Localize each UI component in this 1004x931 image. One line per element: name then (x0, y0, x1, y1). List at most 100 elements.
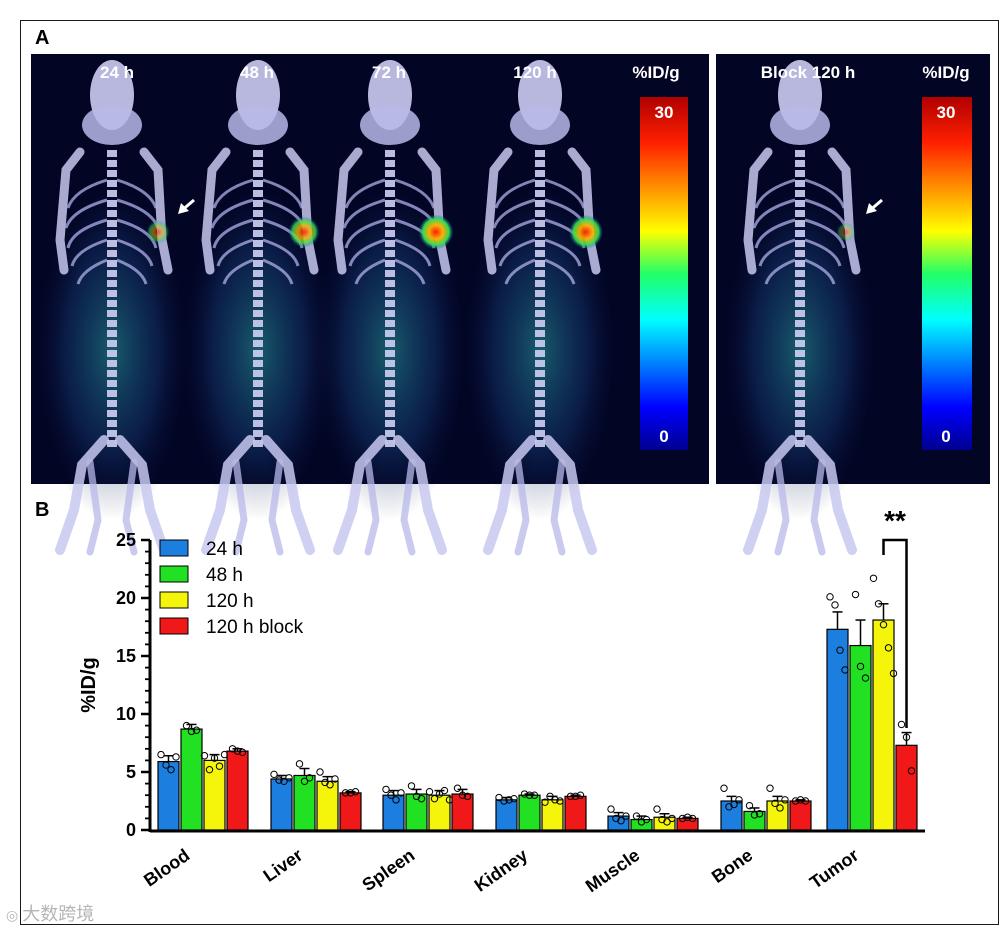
data-point (755, 810, 764, 818)
x-tick-label: Bone (708, 845, 756, 887)
legend-label: 48 h (206, 565, 243, 586)
data-point (735, 796, 743, 804)
bar (495, 799, 518, 831)
data-point (541, 798, 549, 806)
data-point (167, 765, 175, 774)
data-point (688, 814, 697, 823)
data-point (172, 753, 180, 761)
colorbar-block-title: %ID/g (922, 63, 969, 82)
data-point (440, 786, 449, 795)
legend-label: 120 h block (206, 617, 304, 638)
data-point (556, 797, 564, 805)
data-point (510, 794, 518, 803)
data-point (417, 794, 426, 803)
data-point (210, 754, 219, 762)
colorbar-block-min: 0 (941, 427, 950, 446)
bar (872, 619, 895, 831)
scan-label: 120 h (513, 63, 556, 82)
bar (518, 794, 541, 831)
data-point (766, 784, 774, 792)
data-point (801, 797, 810, 805)
colorbar-main-max: 30 (655, 103, 674, 122)
data-point (346, 789, 355, 797)
legend-swatch (159, 539, 189, 557)
data-point (617, 817, 625, 825)
data-point (270, 770, 278, 779)
scan-label: Block 120 h (761, 63, 856, 82)
data-point (192, 726, 201, 734)
data-point (796, 796, 805, 804)
data-point (157, 750, 165, 759)
data-point (463, 792, 472, 801)
data-point (305, 774, 314, 782)
data-point (495, 793, 503, 802)
data-point (668, 814, 676, 823)
data-point (300, 777, 309, 785)
data-point (879, 620, 888, 629)
data-point (907, 767, 916, 775)
x-tick-label: Blood (140, 845, 193, 891)
data-point (836, 646, 844, 654)
bar (270, 778, 293, 831)
y-tick-label: 0 (126, 820, 136, 840)
bar (293, 774, 316, 831)
data-point (730, 800, 738, 809)
data-point (182, 721, 191, 730)
mouse-scan-3: 72 h (312, 60, 468, 552)
bar (226, 750, 249, 831)
bar (203, 759, 226, 831)
bar (339, 792, 362, 831)
significance-bracket (882, 538, 908, 728)
data-point (326, 781, 334, 789)
colorbar-block-max: 30 (937, 103, 956, 122)
data-point (453, 784, 462, 792)
scan-label: 24 h (100, 63, 134, 82)
bar (180, 728, 203, 831)
x-tick-label: Tumor (806, 845, 862, 893)
y-axis-label: %ID/g (78, 657, 100, 713)
tumor-hotspot (418, 214, 454, 250)
scan-label: 48 h (240, 63, 274, 82)
bar (382, 794, 405, 831)
data-point (884, 644, 893, 652)
data-point (285, 774, 293, 782)
y-tick-label: 10 (116, 704, 136, 724)
tumor-hotspot (836, 222, 856, 242)
data-point (530, 791, 539, 799)
legend-label: 120 h (206, 591, 254, 612)
colorbar-main (640, 97, 688, 450)
data-point (856, 662, 865, 671)
data-point (571, 792, 580, 801)
watermark: ◎ 大数跨境 (6, 900, 94, 926)
mouse-scans: 24 h 48 h 72 h 120 h Block 120 h (34, 60, 882, 552)
data-point (295, 760, 304, 768)
data-point (341, 789, 350, 797)
data-point (663, 818, 671, 826)
data-point (425, 788, 434, 796)
data-point (791, 797, 800, 805)
data-point (851, 590, 860, 599)
data-point (861, 674, 870, 682)
data-point (632, 812, 641, 820)
data-point (430, 794, 439, 803)
y-tick-label: 20 (116, 588, 136, 608)
bar (743, 810, 766, 831)
data-point (576, 791, 585, 799)
data-point (435, 790, 444, 798)
arrow-head-icon (178, 203, 189, 214)
y-tick-label: 5 (126, 762, 136, 782)
data-point (781, 796, 789, 804)
panel-a-letter: A (35, 27, 50, 49)
data-point (280, 777, 288, 785)
bar (895, 744, 918, 831)
tumor-hotspot (146, 220, 170, 244)
data-point (869, 574, 878, 582)
data-point (387, 791, 395, 799)
data-point (500, 797, 508, 805)
data-point (546, 792, 554, 801)
legend-swatch (159, 565, 189, 583)
data-point (392, 796, 400, 804)
data-point (316, 768, 324, 776)
